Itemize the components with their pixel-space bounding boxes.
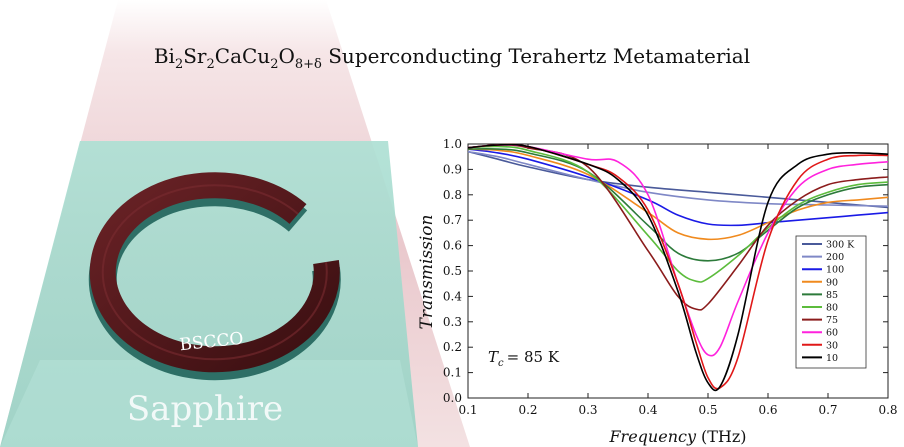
substrate-lower-glow (0, 360, 418, 447)
x-axis-label: Frequency (THz) (608, 427, 746, 446)
series-line-85 (467, 147, 889, 262)
x-tick-label: 0.4 (638, 403, 657, 417)
transmission-chart: 0.00.10.20.30.40.50.60.70.80.91.0 0.1 0.2… (417, 137, 898, 446)
x-tick-label: 0.3 (578, 403, 597, 417)
legend-label: 60 (826, 328, 838, 339)
y-tick-label: 0.2 (443, 340, 462, 354)
tc-symbol: T (488, 348, 499, 366)
formula-sub-o: 8+δ (294, 57, 322, 72)
title-formula: Bi2Sr2CaCu2O8+δ (153, 44, 322, 72)
x-tick-label: 0.7 (818, 403, 837, 417)
formula-sub-sr: 2 (206, 57, 215, 72)
series-line-75 (467, 144, 889, 311)
y-tick-label: 1.0 (443, 137, 462, 151)
y-tick-label: 0.9 (443, 162, 462, 176)
series-line-10 (467, 143, 889, 392)
y-tick-label: 0.4 (443, 289, 462, 303)
formula-cacu: CaCu (214, 44, 271, 68)
legend-box (795, 235, 867, 369)
legend-label: 10 (826, 353, 838, 364)
title-text: Superconducting Terahertz Metamaterial (328, 44, 751, 68)
legend-label: 85 (826, 290, 838, 301)
legend-label: 30 (826, 340, 838, 351)
legend-label: 90 (826, 277, 838, 288)
series-line-80 (467, 145, 889, 283)
x-axis-ticks: 0.1 0.2 0.3 0.4 0.5 0.6 0.7 0.8 (458, 144, 898, 417)
x-tick-label: 0.5 (698, 403, 717, 417)
x-axis-label-unit: (THz) (701, 427, 747, 446)
series-line-90 (467, 148, 889, 241)
y-tick-label: 0.8 (443, 188, 462, 202)
bscco-split-ring (88, 172, 341, 381)
y-tick-label: 0.0 (443, 391, 462, 405)
y-tick-label: 0.1 (443, 366, 462, 380)
formula-sub-bi: 2 (174, 57, 184, 72)
y-tick-label: 0.6 (443, 239, 462, 253)
series-line-100 (467, 148, 889, 227)
formula-sub-cu: 2 (270, 57, 279, 72)
series-line-200 (467, 150, 889, 207)
legend-label: 300 K (826, 240, 855, 251)
x-tick-label: 0.6 (758, 403, 777, 417)
x-tick-label: 0.8 (878, 403, 897, 417)
tc-subscript: c (498, 358, 504, 369)
tc-annotation: Tc = 85 K (488, 348, 560, 369)
y-tick-label: 0.7 (443, 213, 462, 227)
legend-label: 200 (826, 252, 844, 263)
y-axis-label: Transmission (417, 215, 437, 330)
legend-label: 100 (826, 265, 844, 276)
series-lines (467, 143, 889, 392)
x-tick-label: 0.1 (458, 403, 477, 417)
x-axis-label-quantity: Frequency (608, 427, 697, 446)
formula-sr: Sr (183, 44, 207, 68)
y-tick-label: 0.3 (443, 315, 462, 329)
formula-bi: Bi (153, 44, 175, 68)
y-tick-label: 0.5 (443, 264, 462, 278)
x-tick-label: 0.2 (518, 403, 537, 417)
substrate-label: Sapphire (127, 389, 283, 429)
formula-o: O (278, 44, 295, 68)
y-axis-ticks: 0.0 0.1 0.2 0.3 0.4 0.5 0.6 0.7 0.8 0.9 1.0 (443, 137, 888, 405)
tc-value: = 85 K (507, 348, 560, 366)
page-title: Bi2Sr2CaCu2O8+δ Superconducting Terahert… (0, 44, 904, 72)
legend-label: 80 (826, 303, 838, 314)
legend-label: 75 (826, 315, 838, 326)
series-line-60 (467, 143, 889, 357)
